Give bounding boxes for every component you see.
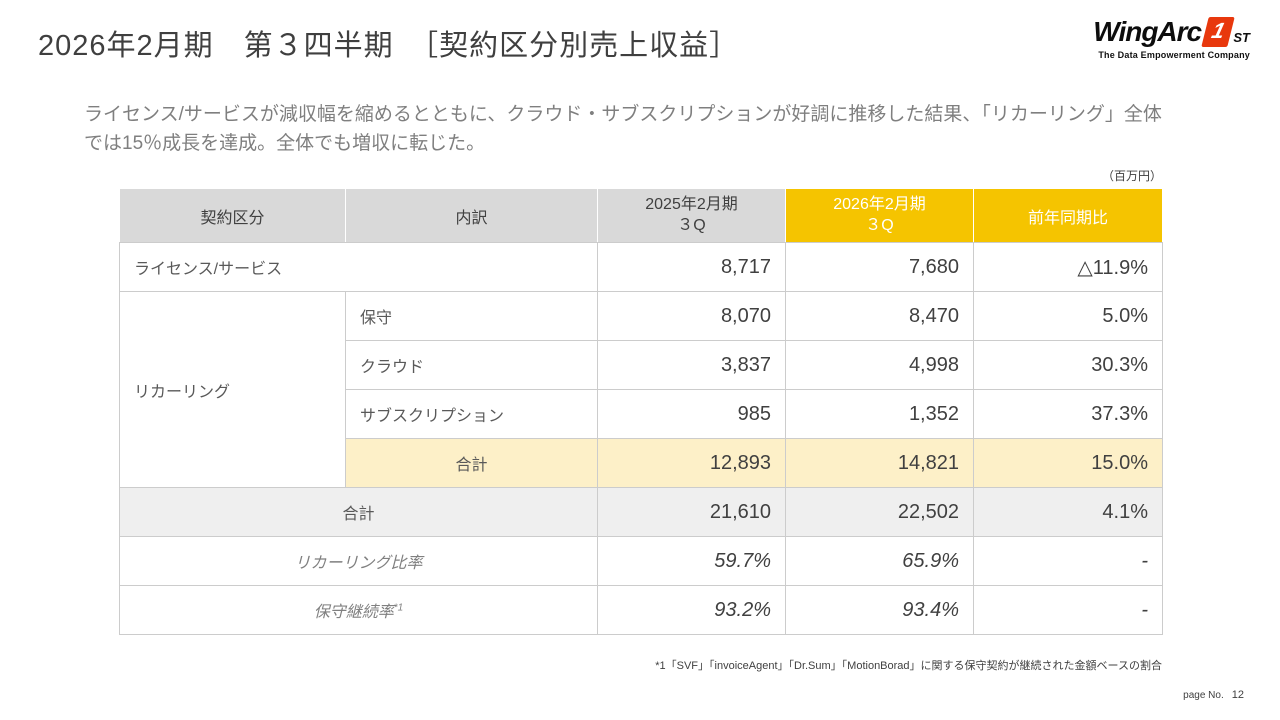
cell-grand-total-fy2026: 22,502	[785, 487, 974, 537]
maintenance-renewal-footnote-ref: *1	[393, 602, 404, 614]
cell-maintenance-fy2026: 8,470	[785, 291, 974, 341]
revenue-table: 契約区分 内訳 2025年2月期 ３Q 2026年2月期 ３Q 前年同期比 ライ…	[119, 188, 1163, 635]
cell-recurring-total-yoy: 15.0%	[973, 438, 1163, 488]
header-yoy: 前年同期比	[973, 188, 1163, 243]
header-fy2025-line2: ３Q	[677, 216, 706, 234]
logo-wordmark: WingArc 1 ST	[1093, 16, 1250, 48]
row-recurring-total: 合計 12,893 14,821 15.0%	[120, 438, 1163, 488]
cell-cloud-yoy: 30.3%	[973, 340, 1163, 390]
cell-recurring-total-label: 合計	[345, 438, 598, 488]
cell-recurring-ratio-label: リカーリング比率	[119, 536, 598, 586]
header-breakdown: 内訳	[345, 188, 598, 243]
cell-subscription-yoy: 37.3%	[973, 389, 1163, 439]
cell-subscription-label: サブスクリプション	[345, 389, 598, 439]
page-number-value: 12	[1231, 689, 1244, 701]
lead-text: ライセンス/サービスが減収幅を縮めるとともに、クラウド・サブスクリプションが好調…	[84, 104, 1162, 154]
cell-recurring-ratio-yoy: -	[973, 536, 1163, 586]
cell-subscription-fy2026: 1,352	[785, 389, 974, 439]
header-fy2025: 2025年2月期 ３Q	[597, 188, 786, 243]
row-license-service: ライセンス/サービス 8,717 7,680 △11.9%	[119, 242, 1163, 292]
wingarc-logo: WingArc 1 ST The Data Empowerment Compan…	[1093, 16, 1250, 60]
header-category: 契約区分	[119, 188, 346, 243]
header-fy2026-line2: ３Q	[865, 216, 894, 234]
row-maintenance-renewal: 保守継続率*1 93.2% 93.4% -	[119, 585, 1163, 635]
cell-recurring-ratio-fy2026: 65.9%	[785, 536, 974, 586]
row-maintenance: リカーリング 保守 8,070 8,470 5.0%	[119, 291, 1163, 488]
logo-brand-text: WingArc	[1093, 16, 1202, 47]
cell-maintenance-yoy: 5.0%	[973, 291, 1163, 341]
header-fy2026-line1: 2026年2月期	[833, 195, 926, 213]
cell-cloud-label: クラウド	[345, 340, 598, 390]
footnote: *1「SVF」「invoiceAgent」「Dr.Sum」「MotionBora…	[655, 660, 1162, 672]
cell-maintenance-renewal-fy2026: 93.4%	[785, 585, 974, 635]
cell-license-fy2025: 8,717	[597, 242, 786, 292]
cell-grand-total-yoy: 4.1%	[973, 487, 1163, 537]
cell-cloud-fy2025: 3,837	[597, 340, 786, 390]
maintenance-renewal-label-text: 保守継続率	[313, 604, 394, 621]
cell-maintenance-renewal-fy2025: 93.2%	[597, 585, 786, 635]
logo-suffix-text: ST	[1233, 30, 1250, 45]
cell-recurring-ratio-fy2025: 59.7%	[597, 536, 786, 586]
cell-cloud-fy2026: 4,998	[785, 340, 974, 390]
header-fy2026: 2026年2月期 ３Q	[785, 188, 974, 243]
cell-maintenance-label: 保守	[345, 291, 598, 341]
page-label: page No.	[1183, 690, 1224, 701]
row-grand-total: 合計 21,610 22,502 4.1%	[119, 487, 1163, 537]
cell-license-fy2026: 7,680	[785, 242, 974, 292]
table-header-row: 契約区分 内訳 2025年2月期 ３Q 2026年2月期 ３Q 前年同期比	[119, 188, 1163, 243]
cell-recurring-total-fy2026: 14,821	[785, 438, 974, 488]
logo-numeral-badge: 1	[1201, 17, 1236, 47]
cell-maintenance-fy2025: 8,070	[597, 291, 786, 341]
page-number: page No. 12	[1183, 689, 1244, 701]
row-subscription: サブスクリプション 985 1,352 37.3%	[120, 389, 1163, 439]
cell-maintenance-renewal-label: 保守継続率*1	[119, 585, 598, 635]
row-cloud: クラウド 3,837 4,998 30.3%	[120, 340, 1163, 390]
logo-tagline: The Data Empowerment Company	[1098, 50, 1250, 60]
cell-group-recurring: リカーリング	[119, 291, 346, 488]
cell-recurring-total-fy2025: 12,893	[597, 438, 786, 488]
cell-license-yoy: △11.9%	[973, 242, 1163, 292]
cell-subscription-fy2025: 985	[597, 389, 786, 439]
cell-grand-total-label: 合計	[119, 487, 598, 537]
slide-title: 2026年2月期 第３四半期 ［契約区分別売上収益］	[38, 30, 740, 62]
header-fy2025-line1: 2025年2月期	[645, 195, 738, 213]
cell-license-label: ライセンス/サービス	[119, 242, 598, 292]
cell-maintenance-renewal-yoy: -	[973, 585, 1163, 635]
logo-numeral: 1	[1209, 18, 1228, 43]
unit-label: （百万円）	[1101, 169, 1162, 183]
cell-grand-total-fy2025: 21,610	[597, 487, 786, 537]
row-recurring-ratio: リカーリング比率 59.7% 65.9% -	[119, 536, 1163, 586]
